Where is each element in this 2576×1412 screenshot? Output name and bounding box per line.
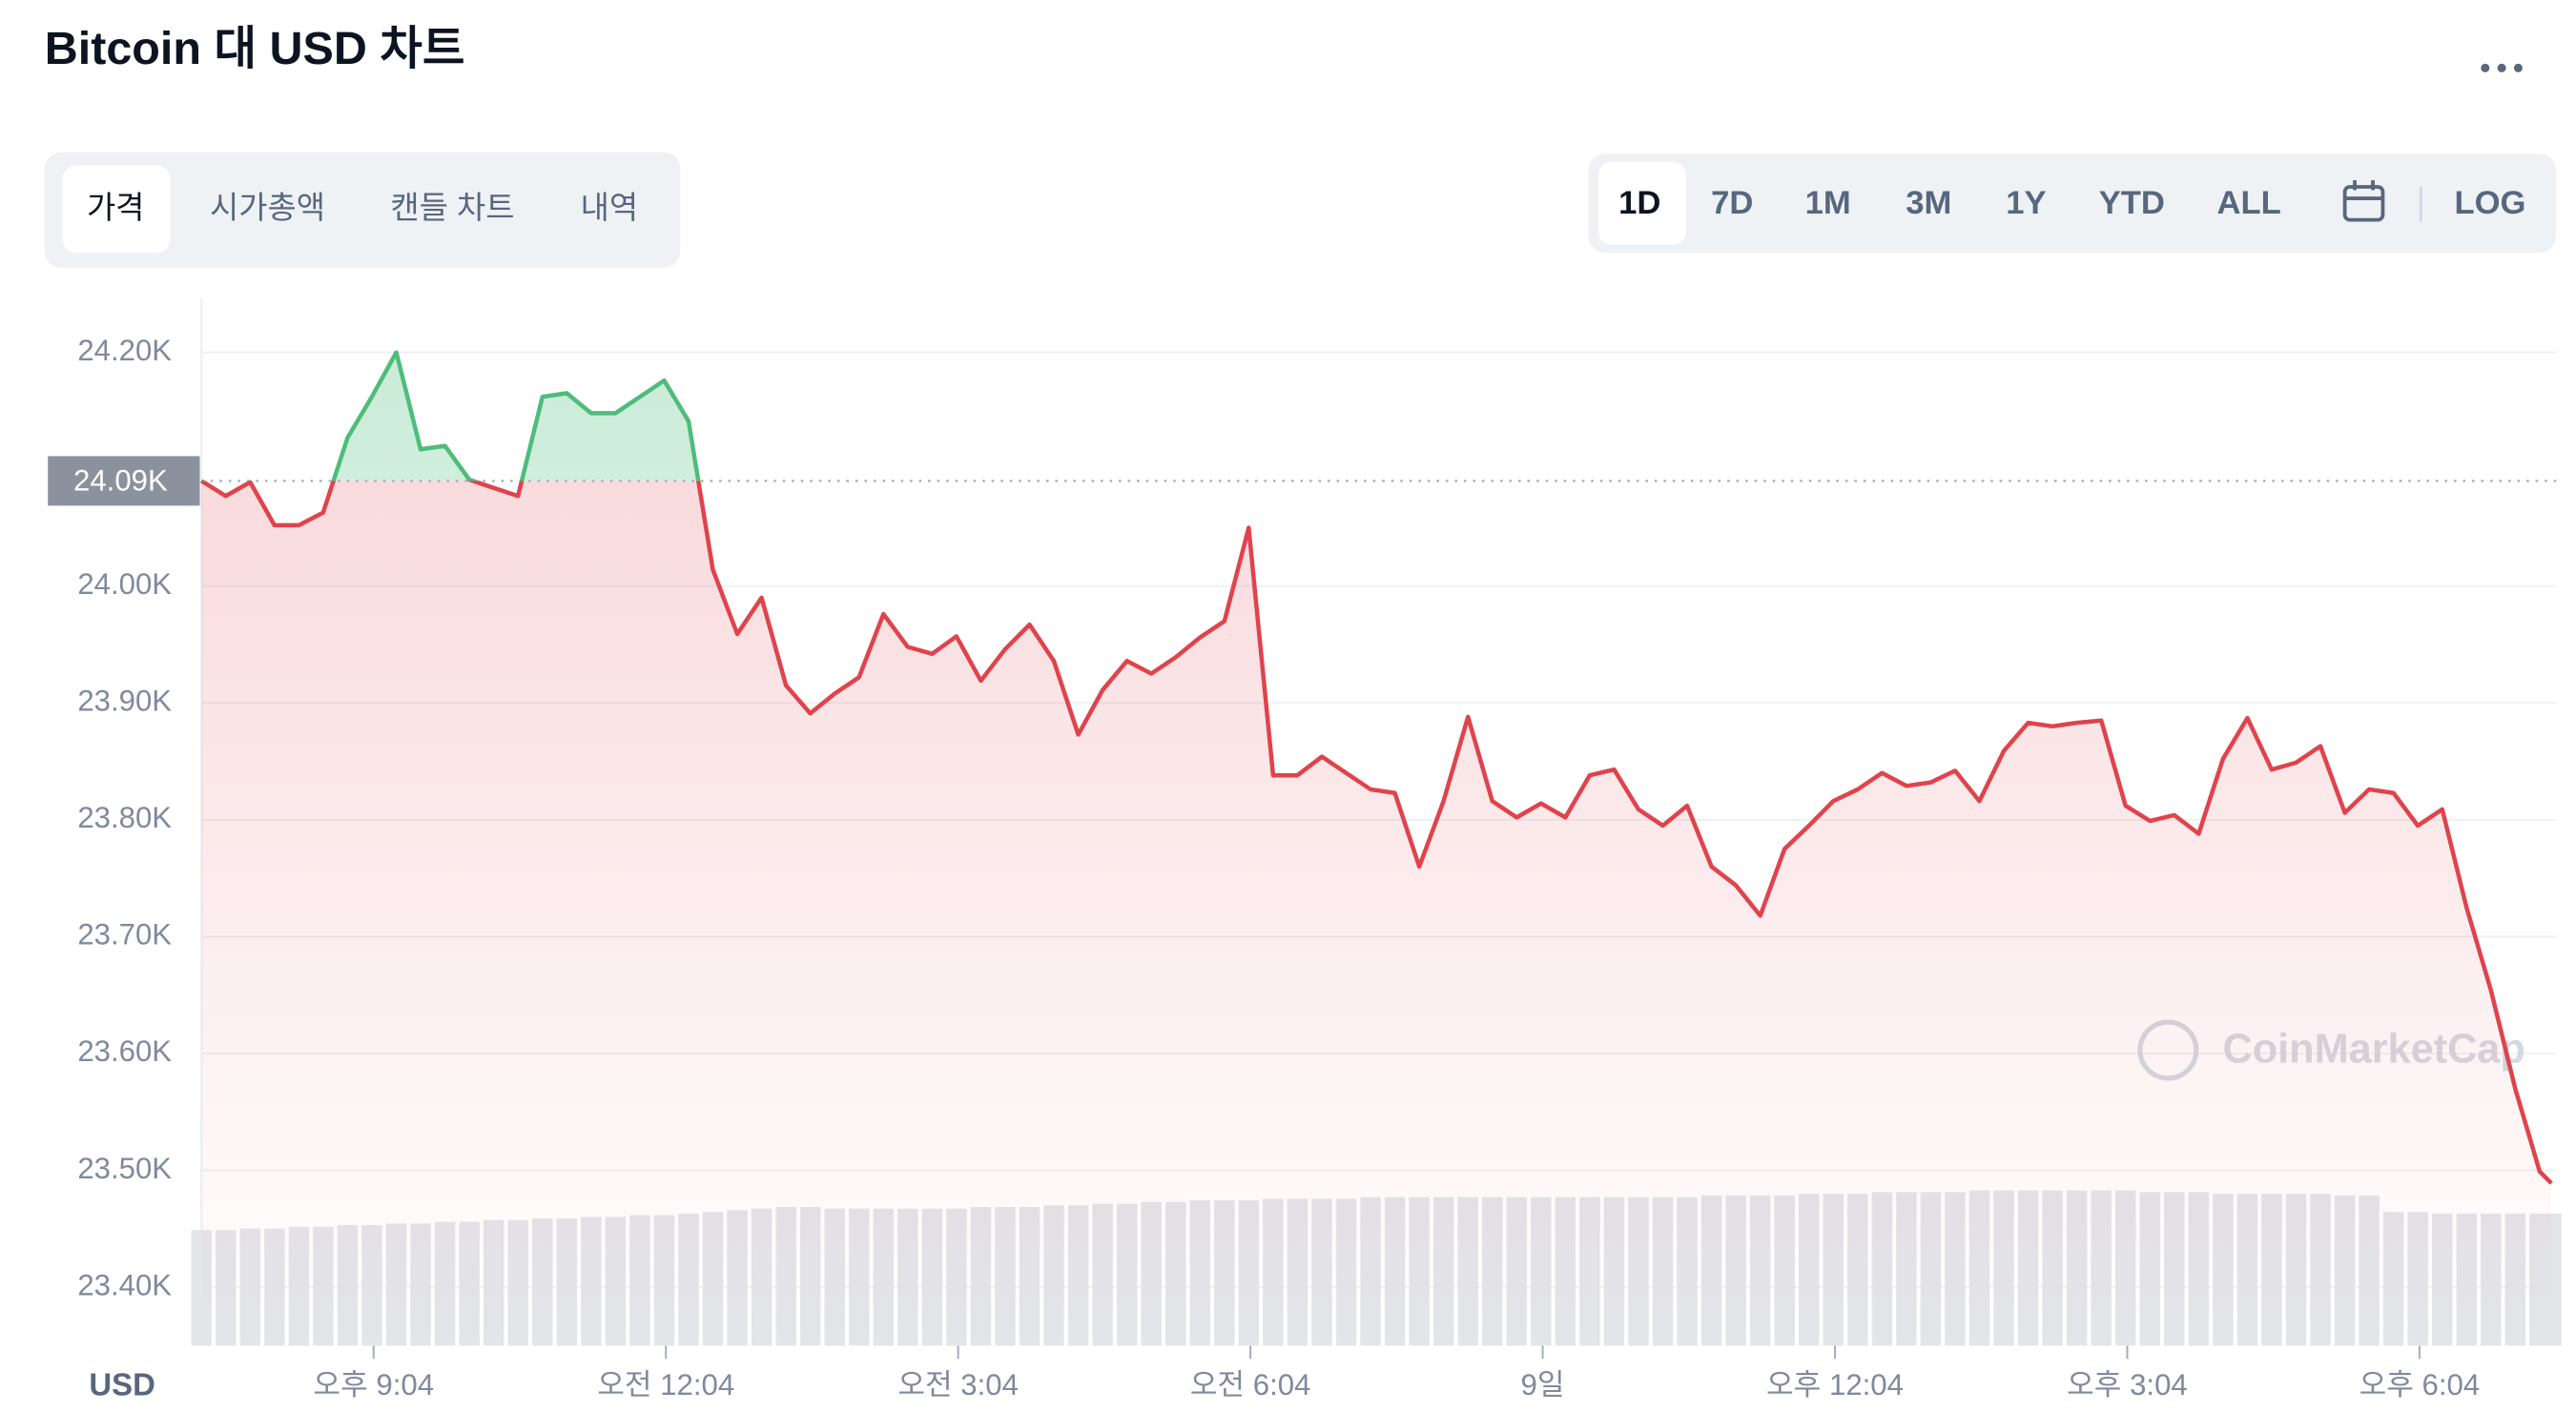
range-button[interactable]: 1Y xyxy=(2006,185,2046,221)
range-button[interactable]: YTD xyxy=(2099,185,2165,221)
x-tick-label: 오후 3:04 xyxy=(2067,1368,2188,1402)
x-tick-label: 오전 3:04 xyxy=(897,1368,1019,1402)
y-tick-label: 23.70K xyxy=(77,918,172,952)
tab[interactable]: 내역 xyxy=(581,190,639,225)
y-tick-label: 23.40K xyxy=(77,1268,172,1301)
range-button[interactable]: 1M xyxy=(1805,185,1851,221)
range-bar xyxy=(1588,153,2557,254)
x-tick-label: 오후 12:04 xyxy=(1766,1368,1904,1402)
range-button[interactable]: 1D xyxy=(1618,185,1660,221)
y-tick-label: 24.00K xyxy=(77,567,172,601)
y-tick-label: 23.80K xyxy=(77,801,172,834)
range-button[interactable]: ALL xyxy=(2217,185,2281,221)
price-line-down xyxy=(200,481,2553,1185)
calendar-button[interactable] xyxy=(2342,180,2385,222)
tab-selected xyxy=(62,165,171,254)
tab[interactable]: 캔들 차트 xyxy=(390,190,514,225)
log-button[interactable]: LOG xyxy=(2454,185,2525,221)
x-tick-label: 오후 6:04 xyxy=(2360,1368,2481,1402)
tab-bar xyxy=(44,152,681,268)
reference-label: 24.09K xyxy=(73,463,168,497)
y-tick-label: 23.50K xyxy=(77,1152,172,1185)
x-tick-label: 오후 9:04 xyxy=(313,1368,434,1402)
reference-badge xyxy=(48,456,200,506)
x-tick-label: 9일 xyxy=(1521,1368,1565,1402)
more-menu[interactable] xyxy=(2481,63,2523,72)
range-button[interactable]: 7D xyxy=(1711,185,1753,221)
price-line-up xyxy=(201,350,701,481)
x-tick-label: 오전 6:04 xyxy=(1190,1368,1311,1402)
range-selected xyxy=(1598,162,1686,245)
y-tick-label: 24.20K xyxy=(77,334,172,367)
title: Bitcoin 대 USD 차트 xyxy=(45,23,465,74)
x-tick-label: 오전 12:04 xyxy=(597,1368,734,1402)
y-tick-label: 23.60K xyxy=(77,1034,172,1068)
tab[interactable]: 가격 xyxy=(87,190,145,225)
y-unit-label: USD xyxy=(89,1366,155,1402)
range-button[interactable]: 3M xyxy=(1906,185,1951,221)
tab[interactable]: 시가총액 xyxy=(210,190,325,225)
y-tick-label: 23.90K xyxy=(77,685,172,718)
area-up xyxy=(201,352,699,481)
area-down xyxy=(201,481,2552,1346)
